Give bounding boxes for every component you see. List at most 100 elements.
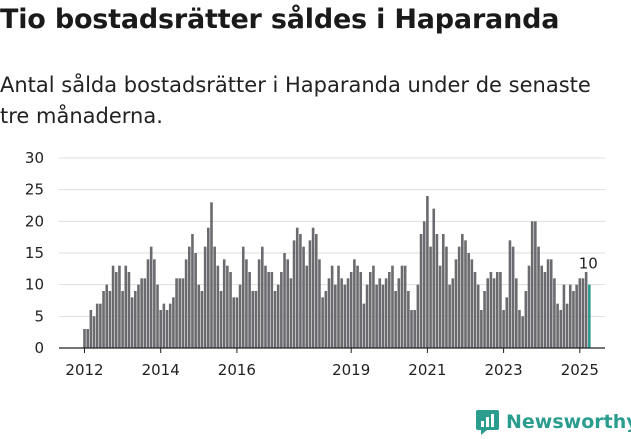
bar (289, 278, 293, 348)
bar (356, 265, 359, 348)
bar (149, 246, 153, 348)
last-value-label: 10 (579, 255, 598, 273)
bar (448, 284, 451, 348)
bar (156, 284, 159, 348)
bar (521, 316, 524, 348)
bar (229, 272, 232, 348)
bar (108, 291, 112, 348)
bar (105, 284, 109, 348)
bar (257, 259, 261, 348)
y-tick-label: 10 (25, 276, 44, 294)
bar (270, 272, 274, 348)
bar (381, 284, 385, 348)
bar (175, 278, 178, 348)
x-tick-label: 2012 (65, 361, 103, 379)
bar (432, 208, 436, 348)
bar (495, 272, 499, 348)
bar-latest (588, 284, 591, 348)
newsworthy-logo-icon (476, 410, 499, 435)
bar (226, 265, 229, 348)
bar (476, 284, 480, 348)
bar (134, 291, 137, 348)
bar (124, 265, 128, 348)
bar (187, 246, 191, 348)
bar (302, 246, 305, 348)
bar (172, 297, 175, 348)
bar (95, 303, 99, 348)
bar (222, 259, 226, 348)
bar (397, 278, 401, 348)
bar (365, 284, 369, 348)
bar (375, 284, 378, 348)
x-axis: 2012 2014 2016 2019 2021 2023 2025 (65, 348, 599, 379)
bar (346, 278, 350, 348)
bar (400, 265, 404, 348)
bar (499, 272, 502, 348)
bar (111, 265, 115, 348)
bar (388, 272, 391, 348)
bar (556, 303, 559, 348)
bar (429, 246, 432, 348)
bar (197, 284, 201, 348)
bar (121, 291, 124, 348)
y-tick-label: 30 (25, 149, 44, 167)
bar (483, 291, 486, 348)
bar (153, 259, 156, 348)
bar (518, 310, 521, 348)
bar (441, 234, 445, 348)
bar (515, 278, 518, 348)
bar (502, 310, 505, 348)
bar (165, 310, 169, 348)
bar (410, 310, 413, 348)
bar (334, 284, 337, 348)
bar (140, 278, 143, 348)
bar (457, 246, 461, 348)
bar (143, 278, 147, 348)
brand-name: Newsworthy (506, 411, 631, 433)
bar (511, 246, 515, 348)
bar (330, 265, 334, 348)
bar (546, 259, 550, 348)
bar (216, 265, 220, 348)
bar (378, 278, 382, 348)
bar (276, 284, 280, 348)
bar (305, 265, 309, 348)
bar (575, 284, 578, 348)
bar (261, 246, 264, 348)
bar (353, 259, 356, 348)
bar (461, 234, 464, 348)
bar (359, 272, 363, 348)
bar (299, 234, 302, 348)
bar (584, 272, 588, 348)
bar (130, 297, 134, 348)
bar (308, 240, 312, 348)
y-tick-label: 25 (25, 181, 44, 199)
bar (295, 227, 299, 348)
y-tick-label: 15 (25, 244, 44, 262)
bar (480, 310, 483, 348)
bar (146, 259, 150, 348)
bar (99, 303, 102, 348)
y-tick-label: 5 (34, 307, 44, 325)
bar (127, 272, 131, 348)
bar (283, 253, 286, 348)
bar (492, 278, 496, 348)
bar (267, 272, 270, 348)
bar (540, 265, 543, 348)
bar (200, 291, 204, 348)
bar (391, 265, 394, 348)
bar (368, 272, 372, 348)
bar (403, 265, 407, 348)
bar (537, 246, 540, 348)
x-tick-label: 2021 (408, 361, 446, 379)
bar (407, 291, 410, 348)
bar (578, 278, 582, 348)
bar (553, 278, 556, 348)
bar (438, 265, 442, 348)
bar (349, 272, 353, 348)
bar (451, 278, 455, 348)
bar (194, 253, 197, 348)
bar (572, 291, 575, 348)
bar (207, 227, 210, 348)
bar (416, 284, 420, 348)
